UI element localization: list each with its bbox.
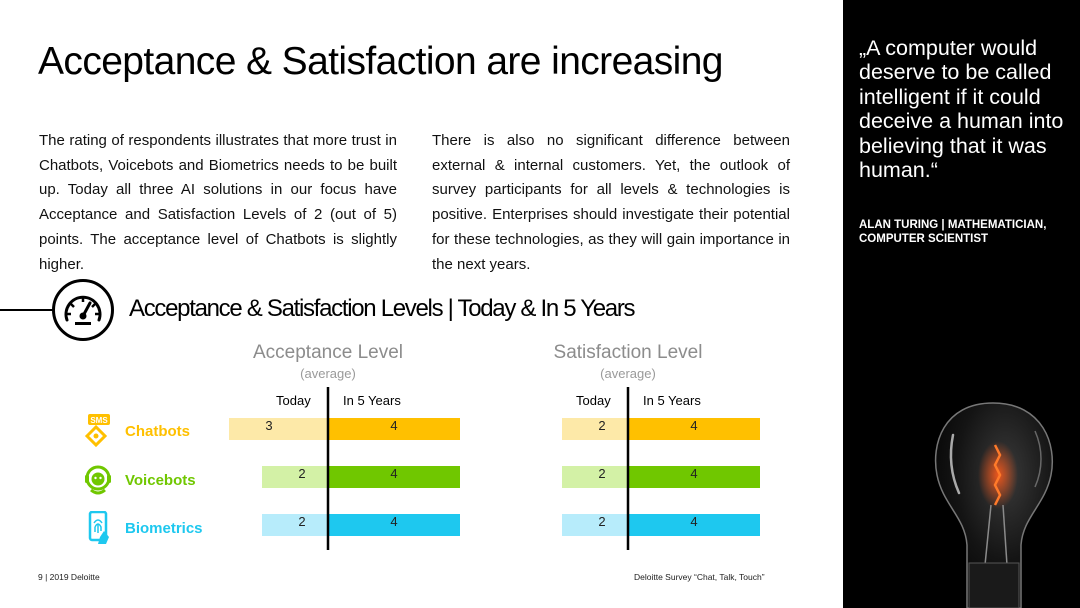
satisfaction-today-column-label: Today — [576, 393, 611, 408]
satisfaction-chart-title: Satisfaction Level — [553, 342, 703, 363]
section-title: Acceptance & Satisfaction Levels | Today… — [129, 295, 636, 322]
satisfaction-value-today-chatbots: 2 — [598, 418, 605, 433]
light-bulb-image — [934, 402, 1054, 608]
satisfaction-chart-header: Satisfaction Level (average) — [528, 342, 728, 381]
quote-author: ALAN TURING | MATHEMATICIAN, COMPUTER SC… — [859, 219, 1047, 245]
satisfaction-bar-future-chatbots — [628, 418, 760, 440]
satisfaction-chart-subtitle: (average) — [600, 366, 656, 381]
satisfaction-bar-future-biometrics — [628, 514, 760, 536]
acceptance-bar-today-biometrics — [262, 514, 328, 536]
category-biometrics: Biometrics — [84, 511, 203, 545]
acceptance-bar-today-chatbots — [229, 418, 328, 440]
satisfaction-bar-today-chatbots — [562, 418, 628, 440]
category-voicebots: Voicebots — [84, 464, 196, 496]
satisfaction-future-column-label: In 5 Years — [643, 393, 701, 408]
acceptance-value-future-voicebots: 4 — [390, 466, 397, 481]
acceptance-bar-future-voicebots — [328, 466, 460, 488]
category-chatbots: SMS Chatbots — [84, 414, 190, 448]
satisfaction-bar-today-voicebots — [562, 466, 628, 488]
acceptance-future-column-label: In 5 Years — [343, 393, 401, 408]
acceptance-value-future-biometrics: 4 — [390, 514, 397, 529]
turing-quote: „A computer would deserve to be called i… — [859, 36, 1064, 183]
acceptance-bar-today-voicebots — [262, 466, 328, 488]
speedometer-icon — [52, 279, 114, 341]
satisfaction-value-today-voicebots: 2 — [598, 466, 605, 481]
satisfaction-value-today-biometrics: 2 — [598, 514, 605, 529]
acceptance-chart-header: Acceptance Level (average) — [228, 342, 428, 381]
acceptance-today-column-label: Today — [276, 393, 311, 408]
acceptance-value-today-biometrics: 2 — [298, 514, 305, 529]
satisfaction-bar-today-biometrics — [562, 514, 628, 536]
satisfaction-bar-future-voicebots — [628, 466, 760, 488]
section-divider-line — [0, 309, 60, 311]
footer-page-info: 9 | 2019 Deloitte — [38, 572, 100, 582]
category-label: Voicebots — [125, 471, 196, 489]
svg-text:SMS: SMS — [90, 416, 108, 425]
footer-source: Deloitte Survey “Chat, Talk, Touch” — [634, 572, 765, 582]
acceptance-bar-future-biometrics — [328, 514, 460, 536]
category-label: Chatbots — [125, 422, 190, 440]
quote-sidebar: „A computer would deserve to be called i… — [843, 0, 1080, 608]
acceptance-chart-subtitle: (average) — [300, 366, 356, 381]
fingerprint-phone-icon — [88, 511, 109, 544]
acceptance-value-today-voicebots: 2 — [298, 466, 305, 481]
headset-icon — [85, 465, 111, 495]
sms-chat-icon: SMS — [84, 414, 110, 448]
acceptance-value-today-chatbots: 3 — [265, 418, 272, 433]
category-label: Biometrics — [125, 519, 203, 537]
acceptance-bar-future-chatbots — [328, 418, 460, 440]
acceptance-chart-title: Acceptance Level — [253, 342, 403, 363]
satisfaction-value-future-voicebots: 4 — [690, 466, 697, 481]
intro-paragraph-right: There is also no significant difference … — [432, 132, 790, 273]
page-title: Acceptance & Satisfaction are increasing — [38, 40, 724, 83]
acceptance-value-future-chatbots: 4 — [390, 418, 397, 433]
intro-paragraph-left: The rating of respondents illustrates th… — [39, 132, 397, 273]
satisfaction-value-future-biometrics: 4 — [690, 514, 697, 529]
satisfaction-value-future-chatbots: 4 — [690, 418, 697, 433]
